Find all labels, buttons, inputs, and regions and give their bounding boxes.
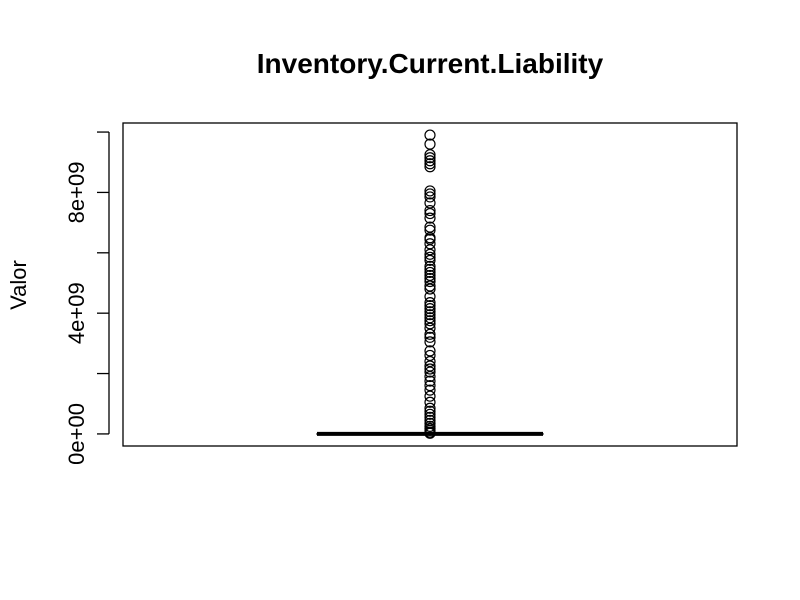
outlier-point — [424, 260, 436, 272]
outlier-point — [424, 315, 436, 327]
outlier-point — [424, 306, 436, 318]
outlier-point — [424, 251, 436, 263]
outlier-point — [424, 129, 436, 141]
outlier-point — [424, 363, 436, 375]
outlier-point — [424, 375, 436, 387]
outlier-point — [424, 275, 436, 288]
outlier-point — [424, 204, 436, 217]
outlier-point — [424, 328, 436, 340]
outlier-point — [424, 309, 436, 321]
outlier-point — [424, 322, 436, 334]
outlier-point — [424, 370, 436, 383]
outlier-point — [424, 155, 436, 167]
outlier-point — [424, 411, 436, 423]
outlier-point — [424, 408, 436, 420]
outlier-point — [424, 212, 436, 224]
outlier-point — [424, 396, 436, 408]
outlier-point — [424, 152, 436, 164]
outlier-point — [424, 158, 436, 170]
outlier-point — [424, 263, 436, 276]
outlier-point — [424, 191, 436, 203]
outlier-point — [424, 405, 436, 417]
outlier-point — [424, 384, 436, 396]
outlier-point — [424, 390, 436, 402]
outlier-point — [424, 366, 436, 378]
plot-frame — [122, 122, 738, 447]
outlier-point — [424, 161, 436, 173]
chart-title: Inventory.Current.Liability — [257, 48, 604, 79]
outlier-point — [424, 290, 436, 303]
outlier-point — [424, 248, 436, 260]
outlier-point — [424, 224, 436, 236]
y-tick-label: 4e+09 — [64, 282, 89, 344]
outlier-point — [424, 149, 436, 161]
y-axis-label: Valor — [6, 260, 31, 310]
y-axis-ticks: 0e+00 4e+09 8e+09 — [64, 131, 109, 465]
outlier-point — [424, 402, 436, 414]
outlier-point — [424, 283, 436, 295]
y-tick-label: 8e+09 — [64, 162, 89, 224]
outlier-point — [424, 331, 436, 343]
outlier-point — [424, 336, 436, 348]
outlier-point — [424, 303, 436, 315]
outlier-point — [424, 254, 436, 266]
y-tick-label: 0e+00 — [64, 403, 89, 465]
outlier-point — [424, 300, 436, 312]
outlier-point — [424, 297, 436, 309]
outlier-points — [424, 129, 436, 439]
outlier-point — [424, 185, 436, 197]
outlier-point — [424, 188, 436, 200]
outlier-point — [424, 207, 436, 220]
outlier-point — [424, 266, 436, 279]
